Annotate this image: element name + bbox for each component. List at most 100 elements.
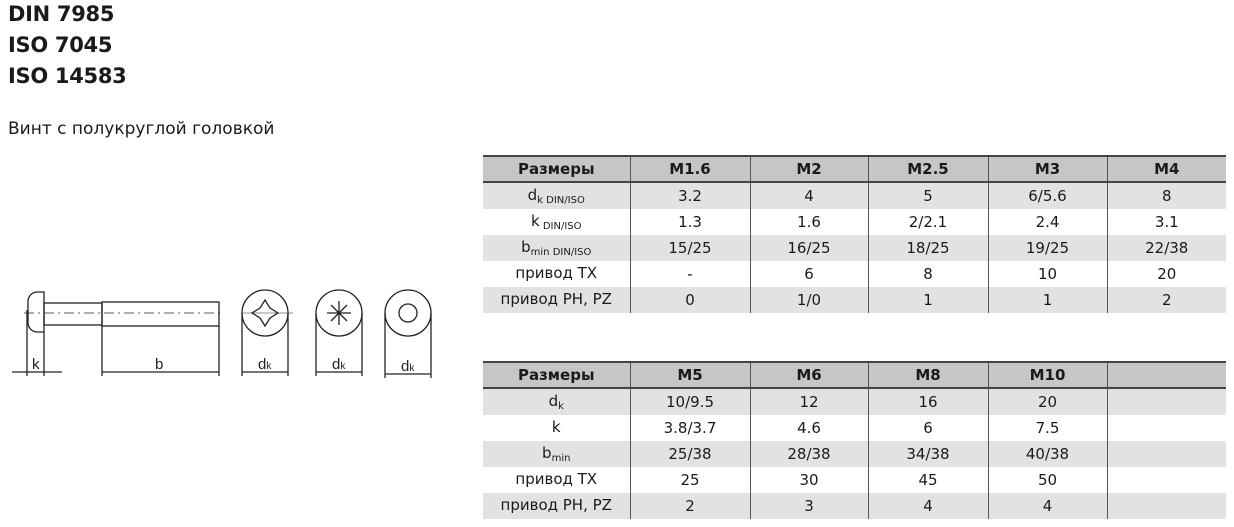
table-cell: 3.8/3.7 xyxy=(629,415,751,441)
table-cell: 2/2.1 xyxy=(867,209,989,235)
table-cell xyxy=(1106,467,1226,493)
column-header: M8 xyxy=(867,361,989,389)
table-cell xyxy=(1106,493,1226,519)
row-label: bmin xyxy=(483,441,631,467)
table-cell: 15/25 xyxy=(629,235,751,261)
table-cell: 1.6 xyxy=(749,209,869,235)
table-row: привод TX 25 30 45 50 xyxy=(483,467,1226,493)
table-row: привод PH, PZ 2 3 4 4 xyxy=(483,493,1226,519)
standard-iso-14583: ISO 14583 xyxy=(8,64,127,88)
row-label: привод PH, PZ xyxy=(483,493,631,519)
phillips-head-view xyxy=(241,289,293,376)
table-cell: 4 xyxy=(987,493,1108,519)
table-cell: 5 xyxy=(867,182,989,209)
label-dk-3: dk xyxy=(401,358,415,375)
row-label: k DIN/ISO xyxy=(483,209,631,235)
table-cell: 8 xyxy=(867,261,989,287)
table-row: dk 10/9.5 12 16 20 xyxy=(483,388,1226,415)
table-row: привод TX -6 8 10 20 xyxy=(483,261,1226,287)
standard-iso-7045: ISO 7045 xyxy=(8,33,113,57)
table-cell: 16 xyxy=(867,388,989,415)
torx-head-view xyxy=(384,289,432,378)
row-label: bmin DIN/ISO xyxy=(483,235,631,261)
table-cell: 10 xyxy=(987,261,1108,287)
table-cell: 50 xyxy=(987,467,1108,493)
table-cell: 0 xyxy=(629,287,751,313)
table-cell: 6 xyxy=(749,261,869,287)
table-cell: 2 xyxy=(629,493,751,519)
column-header: M5 xyxy=(629,361,751,389)
table-cell: 28/38 xyxy=(749,441,869,467)
table-cell: 16/25 xyxy=(749,235,869,261)
row-label: dk DIN/ISO xyxy=(483,182,631,209)
screw-drawing: k b dk dk dk xyxy=(12,289,432,378)
column-header: M4 xyxy=(1106,155,1226,183)
screw-side-view xyxy=(12,291,224,376)
table-cell: - xyxy=(629,261,751,287)
table-cell: 30 xyxy=(749,467,869,493)
subtitle: Винт с полукруглой головкой xyxy=(8,119,275,139)
column-header: M1.6 xyxy=(629,155,751,183)
table-cell: 10/9.5 xyxy=(629,388,751,415)
row-label: dk xyxy=(483,388,631,415)
column-header: M2.5 xyxy=(867,155,989,183)
table-row: привод PH, PZ 0 1/0 1 1 2 xyxy=(483,287,1226,313)
label-k: k xyxy=(32,356,40,373)
table-cell: 1/0 xyxy=(749,287,869,313)
column-header: M2 xyxy=(749,155,869,183)
table-cell: 3.2 xyxy=(629,182,751,209)
table-cell: 2 xyxy=(1106,287,1226,313)
table-cell: 20 xyxy=(987,388,1108,415)
label-b: b xyxy=(155,356,163,373)
table-cell xyxy=(1106,441,1226,467)
table-cell: 25 xyxy=(629,467,751,493)
table-cell: 25/38 xyxy=(629,441,751,467)
column-header: Размеры xyxy=(483,361,631,389)
table-cell: 4 xyxy=(867,493,989,519)
table-cell: 7.5 xyxy=(987,415,1108,441)
table-row: bmin DIN/ISO 15/25 16/25 18/25 19/25 22/38 xyxy=(483,235,1226,261)
table-row: bmin 25/38 28/38 34/38 40/38 xyxy=(483,441,1226,467)
table-row: k 3.8/3.7 4.6 6 7.5 xyxy=(483,415,1226,441)
table-row: dk DIN/ISO 3.2 4 5 6/5.6 8 xyxy=(483,182,1226,209)
table-cell: 6/5.6 xyxy=(987,182,1108,209)
table-cell: 1.3 xyxy=(629,209,751,235)
label-dk-1: dk xyxy=(258,356,272,373)
table-cell: 6 xyxy=(867,415,989,441)
table-cell: 19/25 xyxy=(987,235,1108,261)
table-cell: 45 xyxy=(867,467,989,493)
row-label: привод TX xyxy=(483,467,631,493)
dimensions-table-m1-6-to-m4: Размеры M1.6 M2 M2.5 M3 M4 dk DIN/ISO 3.2 4 5 6/5.… xyxy=(483,155,1226,313)
column-header: M3 xyxy=(987,155,1108,183)
label-dk-2: dk xyxy=(332,356,346,373)
table-cell: 8 xyxy=(1106,182,1226,209)
header-row: Размеры M5 M6 M8 M10 xyxy=(483,361,1226,389)
table-cell: 22/38 xyxy=(1106,235,1226,261)
header-row: Размеры M1.6 M2 M2.5 M3 M4 xyxy=(483,155,1226,183)
table-row: k DIN/ISO 1.3 1.6 2/2.1 2.4 3.1 xyxy=(483,209,1226,235)
table-cell: 4 xyxy=(749,182,869,209)
column-header xyxy=(1106,361,1226,389)
dimensions-table-m5-to-m10: Размеры M5 M6 M8 M10 dk 10/9.5 12 16 20 k 3.8/3.7 4.… xyxy=(483,361,1226,519)
column-header: M10 xyxy=(987,361,1108,389)
table-cell: 18/25 xyxy=(867,235,989,261)
table-cell: 3 xyxy=(749,493,869,519)
table-cell: 1 xyxy=(867,287,989,313)
table-cell: 40/38 xyxy=(987,441,1108,467)
table-cell: 3.1 xyxy=(1106,209,1226,235)
table-cell xyxy=(1106,415,1226,441)
row-label: k xyxy=(483,415,631,441)
table-cell: 1 xyxy=(987,287,1108,313)
table-cell: 12 xyxy=(749,388,869,415)
standard-din-7985: DIN 7985 xyxy=(8,2,115,26)
row-label: привод TX xyxy=(483,261,631,287)
pozidriv-head-view xyxy=(315,289,363,376)
table-cell: 2.4 xyxy=(987,209,1108,235)
column-header: Размеры xyxy=(483,155,631,183)
table-cell: 34/38 xyxy=(867,441,989,467)
table-cell: 20 xyxy=(1106,261,1226,287)
table-cell xyxy=(1106,388,1226,415)
table-cell: 4.6 xyxy=(749,415,869,441)
column-header: M6 xyxy=(749,361,869,389)
row-label: привод PH, PZ xyxy=(483,287,631,313)
